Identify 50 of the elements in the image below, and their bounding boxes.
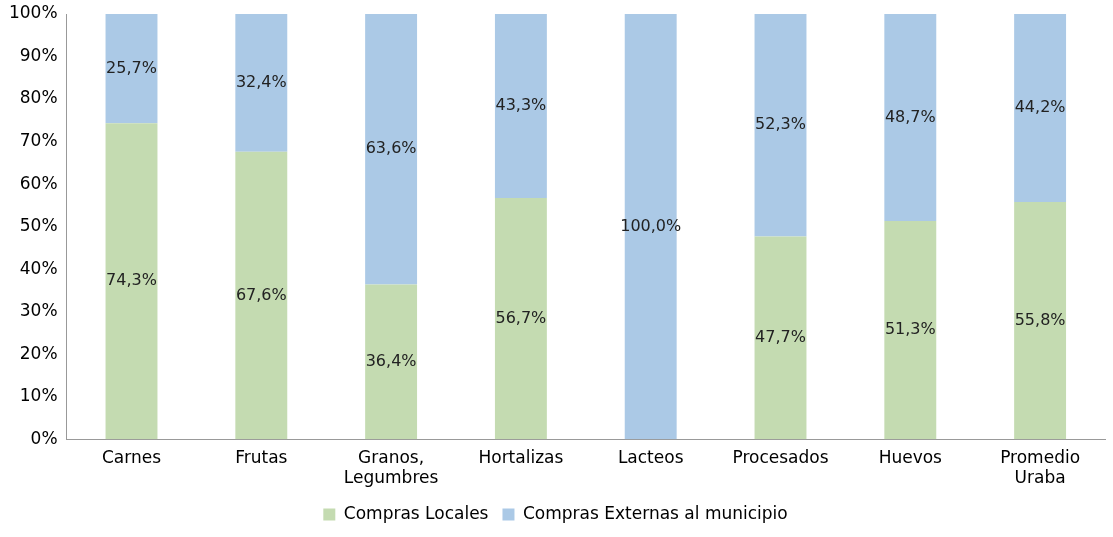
y-tick-label: 70%	[19, 129, 58, 150]
legend-label: Compras Locales	[343, 502, 489, 523]
y-tick-label: 80%	[19, 87, 58, 108]
data-label: 44,2%	[1014, 97, 1066, 117]
bar	[1014, 201, 1067, 440]
bar	[235, 14, 288, 152]
bar	[754, 236, 807, 440]
bar	[365, 14, 418, 285]
bar	[754, 14, 807, 237]
data-label: 51,3%	[884, 319, 936, 339]
bar	[494, 14, 547, 199]
data-label: 100,0%	[620, 215, 682, 235]
y-tick-label: 10%	[19, 385, 58, 406]
x-tick-label: Lacteos	[617, 446, 684, 467]
x-tick-label: Procesados	[732, 446, 829, 467]
x-tick-label: Hortalizas	[478, 446, 564, 467]
y-tick-label: 40%	[19, 257, 58, 278]
bar	[494, 198, 547, 440]
bar	[105, 123, 158, 440]
data-label: 36,4%	[365, 350, 417, 370]
bar	[105, 14, 158, 124]
y-tick-label: 20%	[19, 342, 58, 363]
bar	[365, 284, 418, 440]
bar	[884, 221, 937, 440]
x-tick-label: Frutas	[235, 446, 288, 467]
x-tick-label: Huevos	[878, 446, 943, 467]
y-tick-label: 50%	[19, 215, 58, 236]
y-tick-label: 60%	[19, 172, 58, 193]
bar	[884, 14, 937, 222]
y-tick-label: 0%	[30, 427, 58, 448]
data-label: 52,3%	[755, 114, 806, 134]
data-label: 25,7%	[106, 57, 157, 77]
data-label: 48,7%	[884, 106, 936, 126]
data-label: 67,6%	[235, 284, 287, 304]
x-tick-label: Granos, Legumbres	[343, 446, 439, 488]
y-tick-label: 100%	[8, 2, 58, 23]
bar	[1014, 14, 1067, 202]
data-label: 43,3%	[495, 95, 547, 115]
bar	[235, 151, 288, 440]
data-label: 47,7%	[755, 326, 806, 346]
data-label: 32,4%	[235, 72, 287, 92]
data-label: 56,7%	[495, 307, 547, 327]
y-tick-label: 90%	[19, 44, 58, 65]
y-tick-label: 30%	[19, 300, 58, 321]
data-label: 55,8%	[1014, 309, 1066, 329]
data-label: 74,3%	[106, 270, 157, 290]
x-tick-label: Promedio Uraba	[1000, 446, 1081, 488]
legend-label: Compras Externas al municipio	[522, 502, 788, 523]
x-tick-label: Carnes	[101, 446, 162, 467]
data-label: 63,6%	[365, 138, 417, 158]
